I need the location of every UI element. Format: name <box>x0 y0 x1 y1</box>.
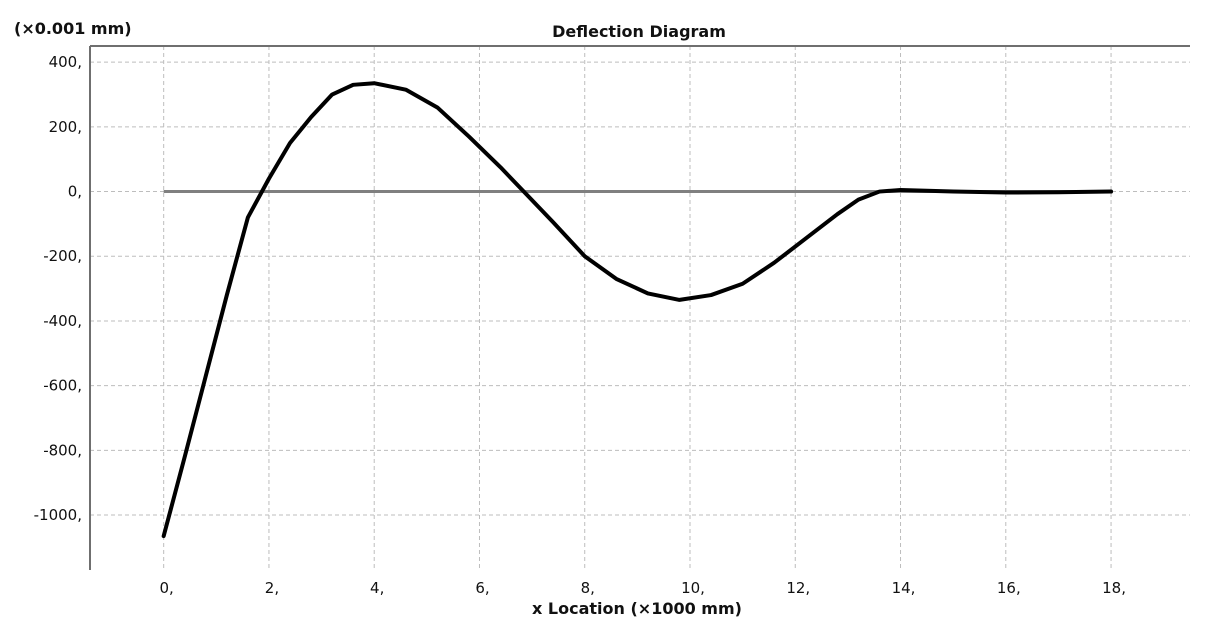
y-tick-label: -600, <box>43 377 82 395</box>
x-tick-label: 16, <box>997 579 1021 597</box>
x-axis-label: x Location (×1000 mm) <box>532 599 742 618</box>
x-tick-label: 12, <box>786 579 810 597</box>
series-layer <box>161 81 1114 539</box>
y-tick-label: -200, <box>43 247 82 265</box>
x-tick-label: 10, <box>681 579 705 597</box>
x-tick-label: 14, <box>892 579 916 597</box>
y-tick-label: -1000, <box>34 506 82 524</box>
y-tick-label: -400, <box>43 312 82 330</box>
grid-layer <box>90 46 1190 570</box>
y-tick-label: 200, <box>49 118 82 136</box>
y-axis-unit-label: (×0.001 mm) <box>14 19 132 38</box>
x-tick-label: 4, <box>370 579 384 597</box>
y-tick-label: 0, <box>68 183 82 201</box>
x-tick-label: 6, <box>475 579 489 597</box>
x-tick-label: 0, <box>160 579 174 597</box>
deflection-series-line <box>161 81 1114 539</box>
x-tick-label: 2, <box>265 579 279 597</box>
x-tick-label: 18, <box>1102 579 1126 597</box>
x-tick-label: 8, <box>581 579 595 597</box>
y-tick-label: 400, <box>49 53 82 71</box>
chart-title: Deflection Diagram <box>552 22 726 41</box>
label-layer: 400, 200, 0, -200, -400, -600, -800, -1000, 0, 2,… <box>34 53 1126 597</box>
y-tick-label: -800, <box>43 441 82 459</box>
